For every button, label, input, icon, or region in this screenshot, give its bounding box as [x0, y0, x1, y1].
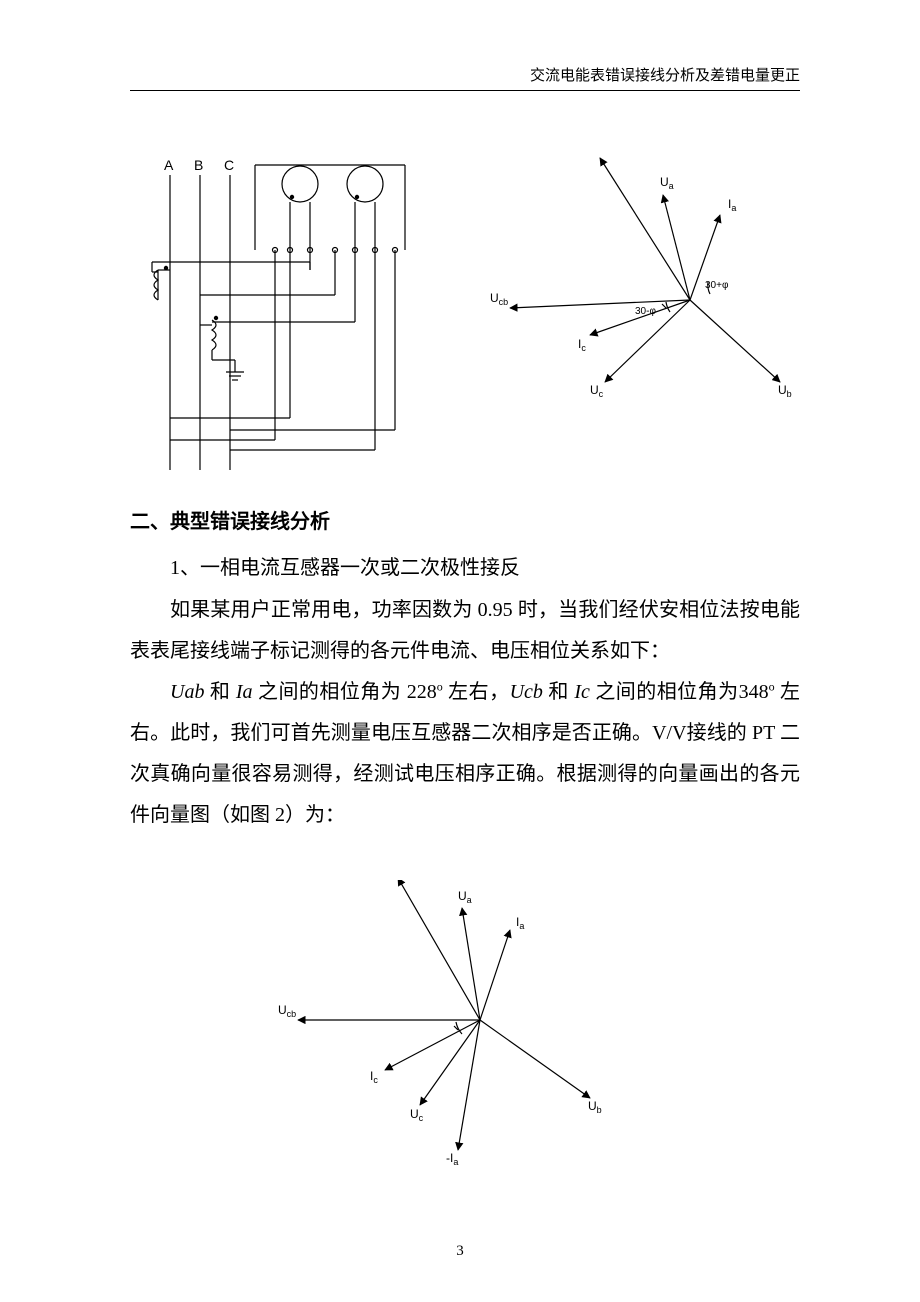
- vector-ua: [663, 195, 690, 300]
- page-number: 3: [0, 1243, 920, 1260]
- vector-ia: [480, 930, 510, 1020]
- vector-label-uab: Uab: [598, 150, 617, 151]
- vector-ucb: [510, 300, 690, 308]
- vector-ua: [462, 908, 480, 1020]
- p2-line: Uab 和 Ia 之间的相位角为 228o 左右，Ucb 和 Ic 之间的相位角…: [130, 672, 800, 836]
- vector-label-ic: Ic: [578, 337, 586, 353]
- vector-ic: [385, 1020, 480, 1070]
- figure-row: A B C: [130, 150, 800, 480]
- section-heading: 二、典型错误接线分析: [130, 505, 330, 534]
- var-ic: Ic: [574, 681, 590, 703]
- circuit-diagram: A B C: [140, 150, 440, 480]
- vector-label-uc: Uc: [590, 383, 604, 399]
- txt-and1: 和: [204, 681, 235, 703]
- phasor-diagram-1: Uab Ua Ia Ucb Ic Uc Ub 30+φ 30-φ: [460, 150, 820, 410]
- vector-label-ub: Ub: [588, 1099, 602, 1115]
- header-rule: [130, 90, 800, 91]
- vector-label-ia: Ia: [516, 915, 524, 931]
- angle-label: 30-φ: [635, 306, 656, 317]
- vector-label-ic: Ic: [370, 1069, 378, 1085]
- vector-label-ua: Ua: [660, 175, 674, 191]
- vector-uab: [600, 158, 690, 300]
- p1-text: 如果某用户正常用电，功率因数为 0.95 时，当我们经伏安相位法按电能表表尾接线…: [130, 590, 800, 672]
- page: 交流电能表错误接线分析及差错电量更正 A B C: [0, 0, 920, 1302]
- vector-label-ucb: Ucb: [490, 291, 508, 307]
- vector-ub: [480, 1020, 590, 1098]
- phase-b-label: B: [194, 157, 203, 173]
- txt-and2: 和: [543, 681, 574, 703]
- vector-label-ucb: Ucb: [278, 1003, 296, 1019]
- phase-a-label: A: [164, 157, 174, 173]
- vector-label-ub: Ub: [778, 383, 792, 399]
- vector-label-uc: Uc: [410, 1107, 424, 1123]
- running-head: 交流电能表错误接线分析及差错电量更正: [530, 64, 800, 85]
- phase-c-label: C: [224, 157, 234, 173]
- vector-nia: [458, 1020, 480, 1150]
- vector-label-ua: Ua: [458, 889, 472, 905]
- var-ia: Ia: [236, 681, 253, 703]
- txt-mid1: 之间的相位角为 228: [253, 681, 437, 703]
- var-ucb: Ucb: [510, 681, 543, 703]
- angle-label: 30+φ: [705, 280, 729, 291]
- var-uab: Uab: [170, 681, 204, 703]
- vector-label-ia: Ia: [728, 197, 736, 213]
- vector-ub: [690, 300, 780, 382]
- txt-mid2: 左右，: [443, 681, 510, 703]
- phasor-diagram-2: UabUaIaUcbIcUcUb-Ia: [250, 880, 680, 1190]
- paragraph-1: 如果某用户正常用电，功率因数为 0.95 时，当我们经伏安相位法按电能表表尾接线…: [130, 590, 800, 672]
- item1-text: 1、一相电流互感器一次或二次极性接反: [130, 548, 800, 589]
- list-item-1: 1、一相电流互感器一次或二次极性接反: [130, 548, 800, 589]
- paragraph-2: Uab 和 Ia 之间的相位角为 228o 左右，Ucb 和 Ic 之间的相位角…: [130, 672, 800, 836]
- vector-label-nia: -Ia: [446, 1151, 458, 1167]
- vector-uc: [420, 1020, 480, 1105]
- txt-mid3: 之间的相位角为348: [590, 681, 769, 703]
- phasor-diagram-2-wrap: UabUaIaUcbIcUcUb-Ia: [250, 880, 680, 1200]
